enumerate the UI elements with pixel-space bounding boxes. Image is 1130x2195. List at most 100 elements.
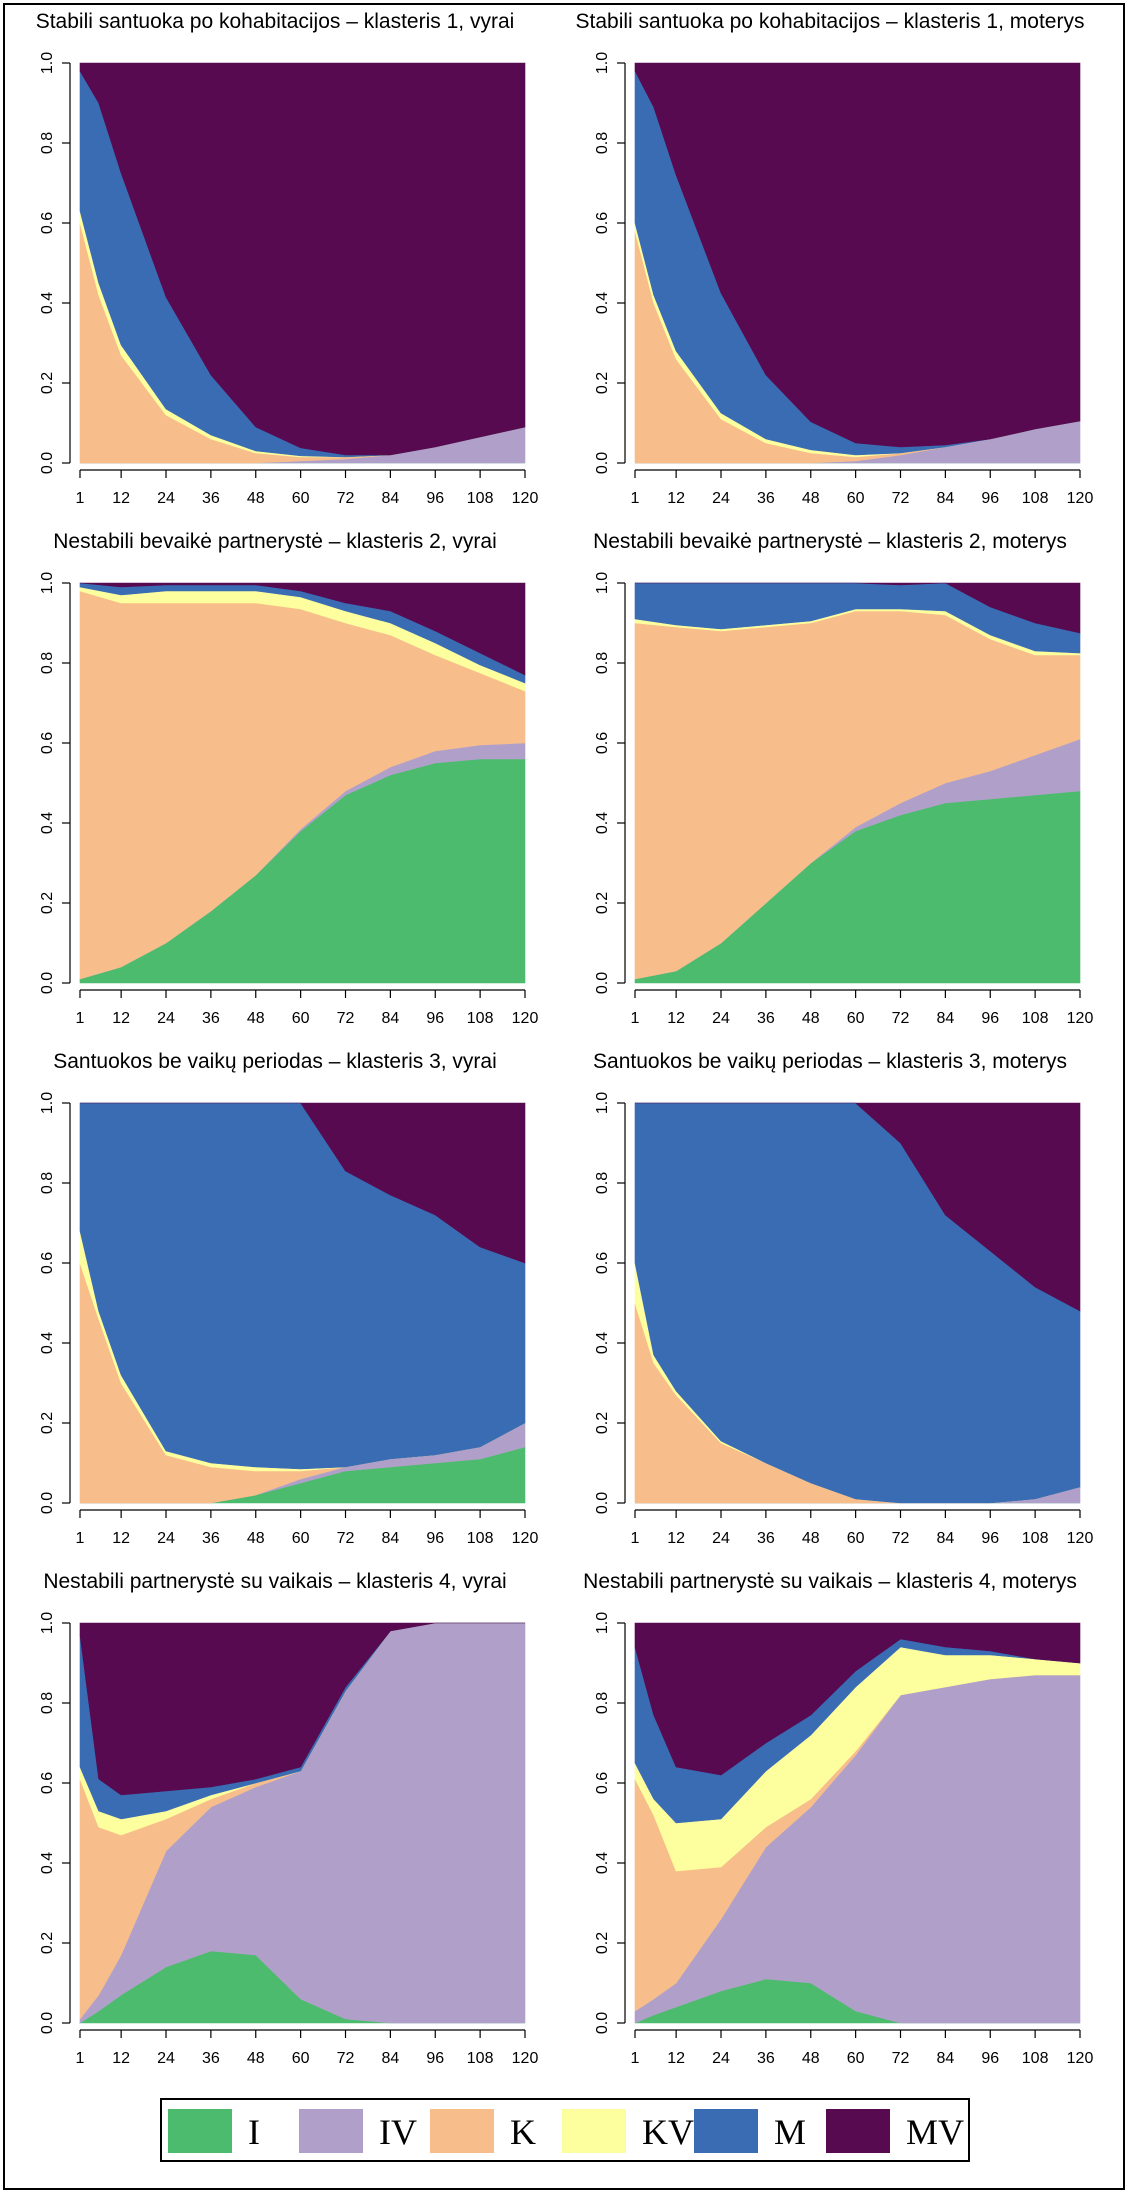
- x-tick-label: 60: [847, 490, 865, 507]
- y-tick-label: 0.0: [39, 972, 56, 994]
- legend-label: I: [248, 2112, 260, 2152]
- x-tick-label: 48: [247, 1010, 265, 1027]
- y-tick-label: 0.8: [594, 132, 611, 154]
- x-tick-label: 1: [631, 2050, 640, 2067]
- y-tick-label: 0.8: [39, 132, 56, 154]
- x-tick-label: 96: [426, 490, 444, 507]
- chart-title: Nestabili partnerystė su vaikais – klast…: [583, 1570, 1077, 1593]
- chart-svg: 0.0 0.2 0.4 0.6 0.8 1.0 1 12 24 36 48 60 72 84 96 108 12…: [39, 572, 538, 1027]
- y-tick-label: 0.2: [39, 1932, 56, 1954]
- y-tick-label: 0.6: [39, 732, 56, 754]
- chart-title: Stabili santuoka po kohabitacijos – klas…: [575, 10, 1085, 33]
- x-tick-label: 108: [467, 1530, 494, 1547]
- x-tick-label: 24: [712, 2050, 730, 2067]
- chart-svg: 0.0 0.2 0.4 0.6 0.8 1.0 1 12 24 36 48 60 72 84 96 108 12…: [594, 1612, 1093, 2067]
- area-series-mv: [634, 1622, 1081, 1776]
- x-tick-label: 96: [981, 2050, 999, 2067]
- legend-label: MV: [906, 2112, 965, 2152]
- x-tick-label: 24: [157, 1530, 175, 1547]
- x-tick-label: 48: [802, 1010, 820, 1027]
- y-tick-label: 0.2: [594, 892, 611, 914]
- x-tick-label: 96: [981, 1010, 999, 1027]
- y-tick-label: 1.0: [594, 52, 611, 74]
- chart-panel: 0.0 0.2 0.4 0.6 0.8 1.0 1 12 24 36 48 60 72 84 96 108 12…: [5, 528, 545, 1048]
- x-tick-label: 84: [936, 490, 954, 507]
- x-tick-label: 84: [936, 1010, 954, 1027]
- y-tick-label: 0.4: [594, 292, 611, 314]
- y-tick-label: 0.4: [594, 1852, 611, 1874]
- x-tick-label: 24: [712, 1530, 730, 1547]
- x-tick-label: 72: [892, 2050, 910, 2067]
- x-tick-label: 120: [512, 490, 539, 507]
- y-tick-label: 0.2: [594, 1932, 611, 1954]
- legend: I IV K KV M MV: [160, 2098, 970, 2162]
- x-tick-label: 108: [1022, 1010, 1049, 1027]
- x-tick-label: 36: [757, 490, 775, 507]
- legend-label: IV: [379, 2112, 417, 2152]
- y-tick-label: 0.2: [594, 372, 611, 394]
- x-tick-label: 84: [381, 1530, 399, 1547]
- x-tick-label: 48: [247, 490, 265, 507]
- x-tick-label: 60: [847, 1010, 865, 1027]
- x-tick-label: 48: [247, 1530, 265, 1547]
- x-tick-label: 72: [892, 1010, 910, 1027]
- y-tick-label: 0.0: [39, 452, 56, 474]
- chart-svg: 0.0 0.2 0.4 0.6 0.8 1.0 1 12 24 36 48 60 72 84 96 108 12…: [594, 572, 1093, 1027]
- y-tick-label: 0.0: [39, 1492, 56, 1514]
- x-tick-label: 96: [426, 1530, 444, 1547]
- area-series-mv: [80, 1102, 526, 1264]
- y-tick-label: 0.4: [594, 1332, 611, 1354]
- legend-swatch: [299, 2109, 363, 2153]
- x-tick-label: 36: [757, 1530, 775, 1547]
- y-tick-label: 0.2: [39, 1412, 56, 1434]
- y-tick-label: 1.0: [594, 1092, 611, 1114]
- x-tick-label: 72: [337, 1530, 355, 1547]
- area-series-mv: [635, 1102, 1081, 1312]
- legend-label: K: [510, 2112, 536, 2152]
- x-tick-label: 108: [467, 1010, 494, 1027]
- y-tick-label: 1.0: [39, 1092, 56, 1114]
- x-tick-label: 12: [667, 490, 685, 507]
- y-tick-label: 0.8: [594, 652, 611, 674]
- area-series-mv: [79, 62, 526, 456]
- y-tick-label: 1.0: [39, 572, 56, 594]
- y-tick-label: 1.0: [594, 1612, 611, 1634]
- area-series-mv: [79, 582, 526, 676]
- chart-svg: 0.0 0.2 0.4 0.6 0.8 1.0 1 12 24 36 48 60 72 84 96 108 12…: [594, 52, 1093, 507]
- y-tick-label: 0.2: [594, 1412, 611, 1434]
- x-tick-label: 48: [247, 2050, 265, 2067]
- chart-panel: 0.0 0.2 0.4 0.6 0.8 1.0 1 12 24 36 48 60 72 84 96 108 12…: [560, 1048, 1100, 1568]
- x-tick-label: 12: [667, 2050, 685, 2067]
- x-tick-label: 1: [76, 1530, 85, 1547]
- y-tick-label: 0.0: [594, 1492, 611, 1514]
- chart-title: Stabili santuoka po kohabitacijos – klas…: [35, 10, 515, 33]
- area-series-mv: [634, 62, 1081, 448]
- chart-title: Santuokos be vaikų periodas – klasteris …: [593, 1050, 1067, 1073]
- legend-swatch: [562, 2109, 626, 2153]
- y-tick-label: 0.8: [39, 1692, 56, 1714]
- chart-title: Santuokos be vaikų periodas – klasteris …: [53, 1050, 497, 1073]
- x-tick-label: 12: [112, 490, 130, 507]
- x-tick-label: 12: [667, 1010, 685, 1027]
- y-tick-label: 0.0: [594, 452, 611, 474]
- x-tick-label: 24: [157, 490, 175, 507]
- x-tick-label: 12: [112, 1530, 130, 1547]
- y-tick-label: 0.0: [594, 2012, 611, 2034]
- chart-panel: 0.0 0.2 0.4 0.6 0.8 1.0 1 12 24 36 48 60 72 84 96 108 12…: [560, 1568, 1100, 2088]
- y-tick-label: 0.8: [39, 1172, 56, 1194]
- y-tick-label: 0.6: [594, 1252, 611, 1274]
- x-tick-label: 24: [157, 1010, 175, 1027]
- x-tick-label: 60: [292, 490, 310, 507]
- x-tick-label: 72: [337, 490, 355, 507]
- x-tick-label: 36: [757, 1010, 775, 1027]
- legend-swatch: [168, 2109, 232, 2153]
- x-tick-label: 60: [847, 1530, 865, 1547]
- y-tick-label: 0.4: [39, 292, 56, 314]
- y-tick-label: 0.0: [39, 2012, 56, 2034]
- x-tick-label: 96: [981, 1530, 999, 1547]
- x-tick-label: 24: [712, 1010, 730, 1027]
- x-tick-label: 36: [757, 2050, 775, 2067]
- x-tick-label: 84: [381, 1010, 399, 1027]
- x-tick-label: 84: [936, 2050, 954, 2067]
- y-tick-label: 1.0: [594, 572, 611, 594]
